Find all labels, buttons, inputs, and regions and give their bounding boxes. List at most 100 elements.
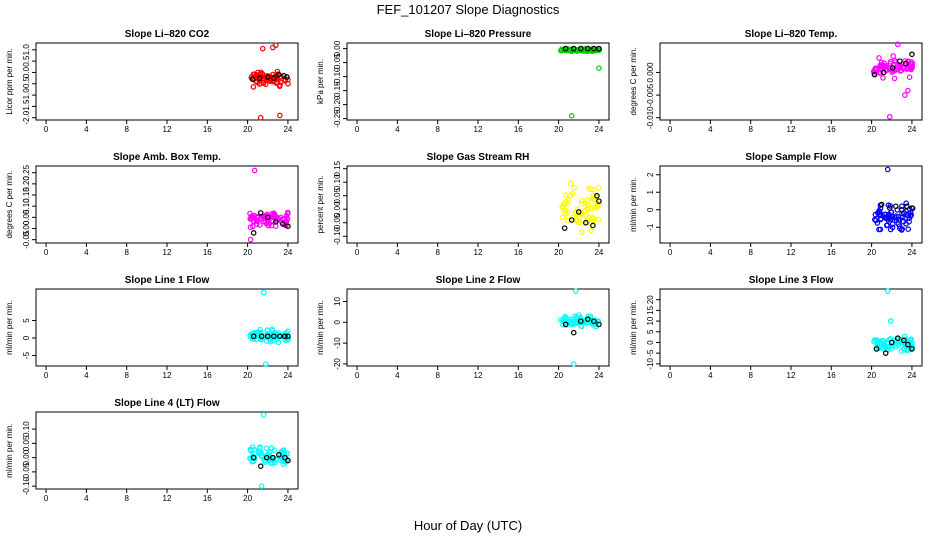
outlier-point (262, 361, 269, 368)
data-point (271, 447, 277, 454)
data-point (264, 327, 271, 334)
x-tick-label: 20 (867, 248, 876, 257)
data-point (896, 216, 903, 223)
y-tick-label: 0.05 (22, 209, 31, 225)
hourly-point (575, 209, 582, 215)
x-tick-label: 12 (787, 248, 796, 257)
hourly-point (596, 45, 602, 52)
y-axis-label: ml/min per min. (5, 300, 14, 355)
hourly-point (889, 65, 896, 71)
panel-1: Slope Li–820 CO2 0 4 8 12 16 20 24 1.00.50.0-0.5… (5, 29, 299, 134)
hourly-point (909, 205, 915, 211)
data-point (250, 84, 257, 90)
x-tick-label: 20 (554, 371, 563, 380)
x-tick-label: 12 (474, 125, 483, 134)
y-tick-label: 0.00 (22, 449, 31, 465)
outlier-point (884, 166, 891, 173)
panel-2: Slope Li–820 Pressure 0 4 8 12 16 20 24 0.00-0.0… (316, 29, 610, 134)
hourly-point (561, 225, 568, 231)
x-tick-label: 4 (84, 125, 89, 134)
data-point (565, 316, 571, 323)
hourly-point (285, 457, 291, 464)
hourly-point (258, 333, 265, 340)
hourly-point (250, 230, 257, 236)
x-tick-label: 12 (163, 371, 172, 380)
data-point (588, 205, 595, 212)
hourly-point (577, 318, 584, 325)
x-tick-label: 8 (435, 248, 440, 257)
x-tick-label: 12 (163, 494, 172, 503)
data-point (588, 227, 595, 234)
data-point (285, 336, 292, 342)
plot-frame (35, 165, 299, 244)
data-point (594, 204, 601, 210)
hourly-point (282, 454, 288, 461)
hourly-point (250, 454, 257, 461)
y-axis-label: kPa per min. (316, 59, 325, 104)
hourly-point (282, 333, 288, 340)
panel-title: Slope Line 2 Flow (436, 275, 521, 286)
x-tick-label: 24 (283, 125, 292, 134)
data-point (899, 226, 906, 232)
x-tick-label: 0 (44, 125, 49, 134)
data-point (251, 212, 258, 219)
x-tick-label: 20 (554, 248, 563, 257)
panel-title: Slope Gas Stream RH (427, 152, 530, 163)
data-point (906, 215, 913, 222)
y-tick-label: -1.5 (22, 99, 31, 113)
data-point (569, 214, 576, 221)
x-tick-label: 16 (514, 248, 523, 257)
y-tick-label: 0.05 (22, 435, 31, 451)
data-point (889, 221, 896, 228)
data-point (591, 204, 598, 211)
hourly-point (594, 192, 600, 199)
data-point (897, 64, 904, 71)
y-tick-label: 5 (22, 318, 31, 323)
y-tick-label: -0.05 (22, 462, 31, 481)
hourly-point (585, 45, 591, 52)
hourly-point (880, 69, 887, 76)
data-point (905, 226, 912, 233)
data-point (878, 215, 884, 222)
x-tick-label: 8 (435, 371, 440, 380)
y-axis-label: degrees C per min. (5, 170, 14, 238)
panel-title: Slope Sample Flow (745, 152, 836, 163)
panel-6: Slope Sample Flow 0 4 8 12 16 20 24 2 1 0 -1 ml/min … (629, 152, 923, 257)
data-point (880, 341, 887, 347)
hourly-point (285, 333, 291, 340)
x-tick-label: 12 (474, 248, 483, 257)
x-tick-label: 24 (283, 248, 292, 257)
panel-5: Slope Gas Stream RH0 4 8 12 16 20 240.150.100.… (316, 152, 610, 257)
hourly-point (873, 346, 880, 352)
hourly-point (888, 339, 895, 346)
data-point (261, 219, 267, 225)
outlier-point (895, 41, 901, 48)
y-axis-label: ml/min per min. (316, 300, 325, 355)
hourly-point (892, 203, 899, 210)
hourly-point (882, 350, 889, 356)
y-tick-label: 0 (333, 320, 342, 325)
data-point (572, 209, 579, 216)
hourly-point (271, 75, 277, 81)
data-point (285, 81, 291, 87)
data-point (590, 187, 597, 193)
outlier-point (259, 45, 266, 52)
hourly-point (596, 198, 602, 204)
y-tick-label: -2.0 (22, 110, 31, 124)
y-tick-label: -10 (646, 358, 655, 370)
x-tick-label: 12 (787, 125, 796, 134)
data-point (578, 197, 585, 204)
y-tick-label: 0 (22, 335, 31, 340)
plot-frame (346, 288, 610, 367)
outlier-point (596, 65, 602, 72)
data-point (258, 69, 264, 76)
y-tick-label: 0.00 (333, 201, 342, 217)
hourly-point (590, 222, 596, 229)
outlier-point (260, 289, 267, 296)
y-tick-label: -10 (333, 337, 342, 349)
y-tick-label: 0 (646, 207, 655, 212)
x-tick-label: 20 (243, 371, 252, 380)
y-tick-label: 0.00 (333, 40, 342, 56)
panel-title: Slope Li–820 Pressure (425, 29, 532, 40)
